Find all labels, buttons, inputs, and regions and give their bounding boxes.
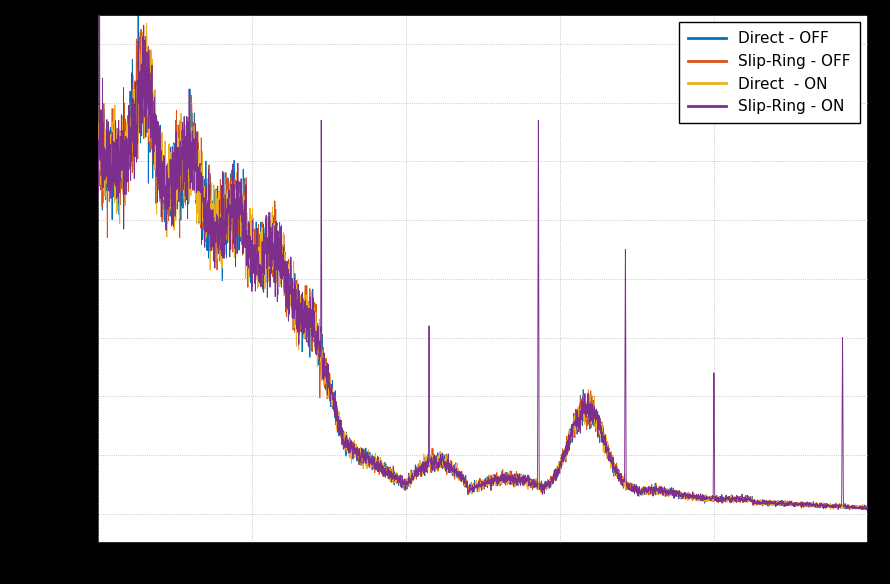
Slip-Ring - OFF	[423, 453, 433, 460]
Direct - OFF	[862, 504, 873, 511]
Slip-Ring - ON	[458, 480, 469, 487]
Slip-Ring - ON	[417, 469, 427, 476]
Direct - OFF	[801, 500, 812, 507]
Direct - OFF	[133, 0, 143, 6]
Slip-Ring - OFF	[839, 503, 850, 510]
Slip-Ring - OFF	[844, 506, 854, 513]
Slip-Ring - OFF	[652, 488, 663, 495]
Direct  - ON	[839, 503, 850, 510]
Slip-Ring - ON	[801, 502, 812, 509]
Direct  - ON	[825, 506, 836, 513]
Slip-Ring - OFF	[458, 482, 469, 489]
Slip-Ring - ON	[862, 504, 873, 511]
Line: Direct - OFF: Direct - OFF	[98, 2, 868, 510]
Line: Slip-Ring - ON: Slip-Ring - ON	[98, 0, 868, 509]
Slip-Ring - OFF	[417, 469, 427, 476]
Direct  - ON	[801, 501, 812, 508]
Legend: Direct - OFF, Slip-Ring - OFF, Direct  - ON, Slip-Ring - ON: Direct - OFF, Slip-Ring - OFF, Direct - …	[679, 22, 860, 123]
Direct - OFF	[652, 489, 663, 496]
Direct - OFF	[423, 458, 433, 465]
Line: Direct  - ON: Direct - ON	[98, 23, 868, 509]
Slip-Ring - ON	[839, 503, 850, 510]
Direct  - ON	[458, 475, 469, 482]
Direct  - ON	[423, 462, 433, 469]
Direct - OFF	[458, 477, 469, 484]
Slip-Ring - OFF	[135, 26, 146, 33]
Slip-Ring - ON	[652, 486, 663, 493]
Slip-Ring - ON	[833, 506, 844, 513]
Slip-Ring - ON	[423, 458, 433, 465]
Direct - OFF	[417, 464, 427, 471]
Direct  - ON	[652, 488, 663, 495]
Direct  - ON	[142, 20, 152, 27]
Direct - OFF	[93, 135, 103, 142]
Direct  - ON	[417, 466, 427, 473]
Direct  - ON	[862, 505, 873, 512]
Slip-Ring - OFF	[801, 499, 812, 506]
Slip-Ring - OFF	[862, 506, 873, 513]
Direct - OFF	[839, 503, 850, 510]
Slip-Ring - OFF	[93, 120, 103, 127]
Direct  - ON	[93, 149, 103, 156]
Line: Slip-Ring - OFF: Slip-Ring - OFF	[98, 29, 868, 510]
Slip-Ring - ON	[93, 159, 103, 166]
Direct - OFF	[862, 506, 872, 513]
